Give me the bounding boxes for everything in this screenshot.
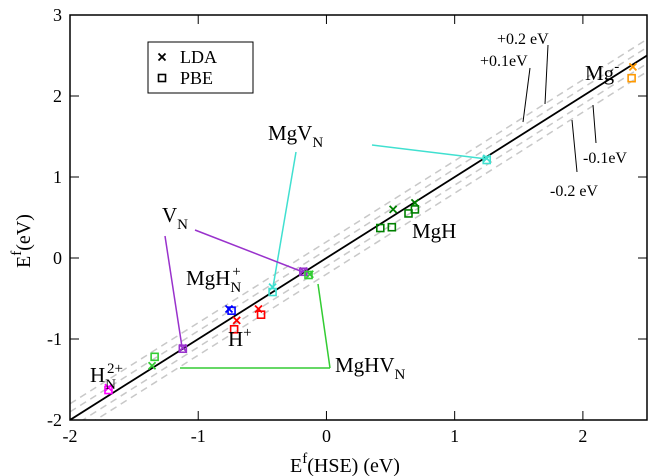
annotation-text: Mg	[585, 61, 615, 85]
reference-line	[70, 46, 647, 413]
reference-label: -0.1eV	[583, 150, 627, 167]
reference-lines	[70, 38, 647, 420]
leader	[592, 104, 597, 144]
point-square	[387, 222, 397, 232]
y-axis-label: Ef(eV)	[9, 214, 35, 268]
annotation-sub: N	[105, 377, 116, 393]
y-tick-label: 3	[53, 5, 62, 25]
reference-label: -0.2 eV	[550, 183, 598, 200]
leader	[522, 67, 531, 123]
point-square	[375, 223, 385, 233]
legend-label: LDA	[180, 47, 217, 67]
annotation-sub: N	[230, 280, 241, 296]
reference-label: +0.2 eV	[497, 31, 549, 48]
point-x	[388, 205, 398, 214]
point-square	[627, 73, 636, 83]
y-tick-label: 2	[53, 86, 62, 106]
annotation-sup: +	[232, 264, 240, 280]
plot-frame	[69, 14, 648, 421]
leader	[317, 283, 331, 369]
annotation-sub: N	[177, 217, 188, 233]
annotation: HN2+	[90, 361, 123, 393]
identity-line	[70, 54, 647, 420]
point-x	[104, 383, 113, 392]
point-square	[304, 270, 313, 280]
y-axis-label-text: E	[13, 256, 35, 268]
legend-label: PBE	[180, 68, 213, 88]
point-square	[410, 205, 420, 214]
x-axis-label-rest: (HSE) (eV)	[307, 455, 400, 476]
legend-marker	[157, 73, 167, 83]
annotation-text: MgH	[412, 219, 456, 243]
annotation: MgH	[412, 219, 456, 243]
point-square	[227, 306, 236, 315]
annotation-text: V	[162, 203, 177, 227]
annotation-sub: N	[312, 135, 323, 151]
reference-line	[94, 71, 647, 420]
point-square	[256, 310, 266, 320]
x-axis-label: Ef(HSE) (eV)	[290, 451, 400, 476]
leader	[272, 151, 297, 288]
y-axis-label-sup: f	[9, 251, 25, 256]
point-x	[232, 316, 241, 325]
x-tick-label: 2	[578, 426, 587, 446]
annotation: MgVN	[268, 121, 323, 151]
annotation: Mg-	[585, 59, 619, 85]
annotation-text: MgHV	[335, 353, 395, 377]
annotation-text: MgH	[186, 266, 230, 290]
x-axis-label-text: E	[290, 455, 302, 476]
leader	[544, 44, 549, 105]
point-x	[147, 361, 157, 370]
annotation: H+	[228, 325, 252, 351]
point-x	[628, 62, 638, 71]
y-tick-label: 0	[53, 248, 62, 268]
point-square	[104, 385, 113, 395]
leader-lines	[164, 44, 597, 369]
point-square	[482, 155, 492, 165]
point-square	[268, 287, 277, 297]
annotation: VN	[162, 203, 188, 233]
legend-box	[147, 41, 254, 94]
leader	[164, 235, 183, 348]
annotation-text: H	[228, 327, 243, 351]
x-tick-label: -2	[63, 426, 78, 446]
leader	[371, 144, 488, 160]
reference-label: +0.1eV	[480, 53, 528, 70]
y-tick-label: 1	[53, 167, 62, 187]
x-axis-label-sup: f	[302, 451, 307, 467]
annotation-text: MgV	[268, 121, 312, 145]
reference-line	[81, 62, 647, 420]
point-square	[178, 344, 188, 354]
x-tick-label: 0	[322, 426, 331, 446]
legend-marker	[157, 52, 167, 62]
annotation-sup: -	[614, 59, 619, 75]
reference-line	[70, 38, 647, 405]
annotation-sub: N	[395, 367, 406, 383]
x-tick-label: -1	[191, 426, 206, 446]
leader	[571, 119, 578, 173]
annotation: MgHVN	[335, 353, 406, 383]
leader	[194, 229, 304, 273]
annotation-sup: +	[243, 325, 251, 341]
point-square	[229, 324, 239, 334]
y-tick-label: -1	[47, 329, 62, 349]
x-tick-label: 1	[450, 426, 459, 446]
annotation: MgHN+	[186, 264, 241, 296]
point-square	[150, 352, 159, 362]
annotation-sup: 2+	[107, 361, 123, 377]
y-axis-label-rest: (eV)	[13, 214, 35, 251]
y-tick-label: -2	[47, 410, 62, 430]
annotation-text: H	[90, 363, 105, 387]
point-x	[268, 283, 277, 292]
